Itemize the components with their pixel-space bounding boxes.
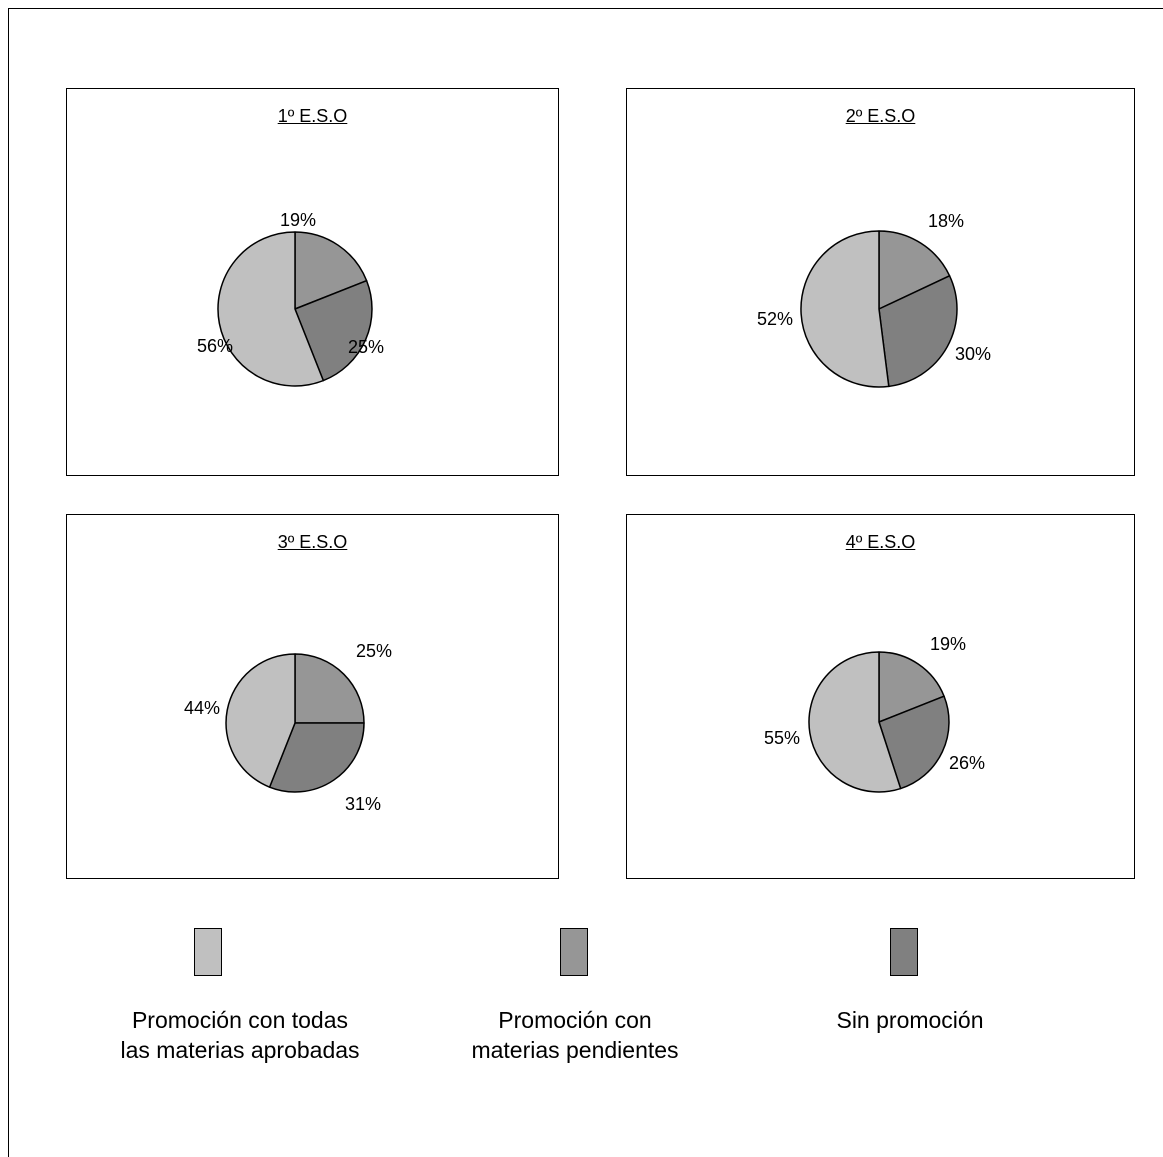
- pct-label-approved: 44%: [184, 698, 220, 718]
- slice-approved: [800, 230, 890, 388]
- pct-label-no-promotion: 30%: [955, 344, 991, 364]
- pie-chart-4eso: 55% 19% 26%: [764, 634, 985, 793]
- pie-title: 1º E.S.O: [277, 106, 348, 126]
- slice-no-promotion: [268, 722, 365, 793]
- legend-label-no-promotion: Sin promoción: [836, 1007, 984, 1033]
- legend-swatch-no-promotion: [890, 928, 918, 976]
- pct-label-approved: 52%: [757, 309, 793, 329]
- slice-no-promotion: [878, 275, 958, 388]
- slice-pending: [878, 651, 945, 723]
- pct-label-no-promotion: 31%: [345, 794, 381, 814]
- legend-swatch-approved: [194, 928, 222, 976]
- pie-chart-2eso: 52% 18% 30%: [757, 211, 991, 388]
- pct-label-approved: 55%: [764, 728, 800, 748]
- slice-approved: [217, 231, 325, 387]
- pie-panel-2eso: 2º E.S.O 52% 18% 30%: [626, 88, 1135, 476]
- slice-pending: [294, 653, 365, 724]
- slice-pending: [294, 231, 368, 310]
- chart-frame: [8, 8, 1163, 1157]
- slice-approved: [808, 651, 902, 793]
- pct-label-approved: 56%: [197, 336, 233, 356]
- pie-panel-3eso: 3º E.S.O 44% 25% 31%: [66, 514, 559, 879]
- legend-label-pending: Promoción con materias pendientes: [471, 1007, 679, 1063]
- pie-chart-3eso: 44% 25% 31%: [184, 641, 392, 814]
- slice-approved: [225, 653, 296, 788]
- slice-pending: [878, 230, 951, 310]
- pct-label-pending: 19%: [930, 634, 966, 654]
- pct-label-no-promotion: 25%: [348, 337, 384, 357]
- pct-label-pending: 25%: [356, 641, 392, 661]
- pie-panel-1eso: 1º E.S.O 56% 19% 25%: [66, 88, 559, 476]
- pie-title: 4º E.S.O: [845, 532, 916, 552]
- legend-swatch-pending: [560, 928, 588, 976]
- pct-label-pending: 18%: [928, 211, 964, 231]
- pct-label-pending: 19%: [280, 210, 316, 230]
- legend-label-approved: Promoción con todas las materias aprobad…: [120, 1007, 360, 1063]
- pie-chart-1eso: 56% 19% 25%: [197, 210, 384, 387]
- pie-title: 3º E.S.O: [277, 532, 348, 552]
- pie-title: 2º E.S.O: [845, 106, 916, 126]
- slice-no-promotion: [878, 695, 950, 790]
- pct-label-no-promotion: 26%: [949, 753, 985, 773]
- pie-panel-4eso: 4º E.S.O 55% 19% 26%: [626, 514, 1135, 879]
